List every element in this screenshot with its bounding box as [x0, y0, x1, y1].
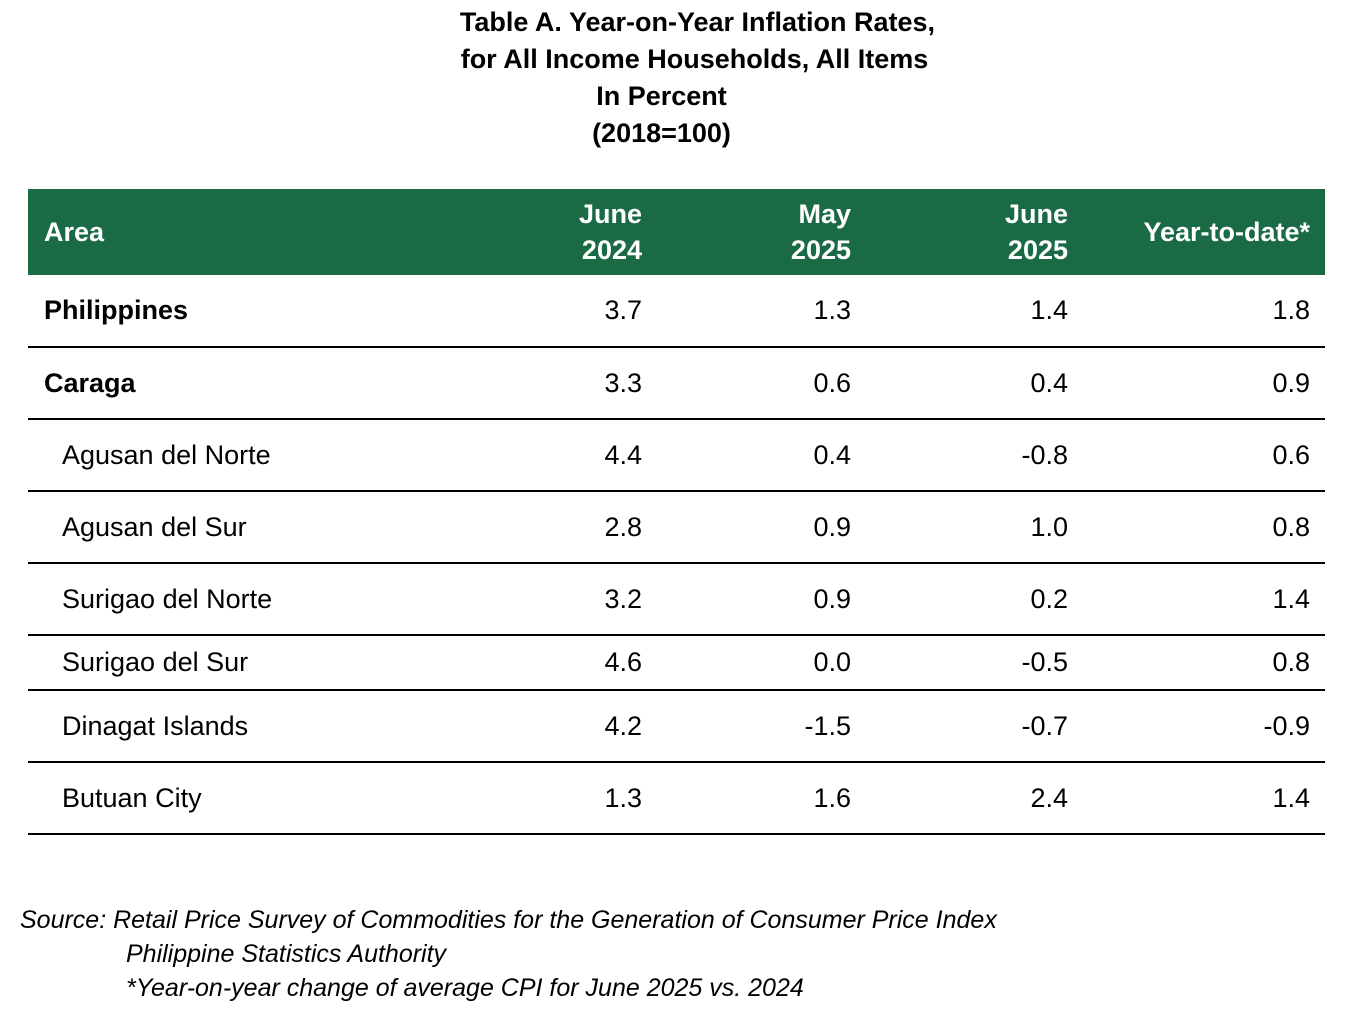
cell-june-2025: -0.7: [851, 690, 1068, 763]
cell-june-2025: 2.4: [851, 762, 1068, 835]
row-area: Caraga: [28, 347, 388, 420]
cell-may-2025: 0.9: [642, 491, 851, 564]
cell-may-2025: 0.9: [642, 563, 851, 636]
cell-june-2025: 0.4: [851, 347, 1068, 420]
cell-year-to-date: 1.4: [1068, 563, 1325, 636]
row-area: Agusan del Sur: [28, 491, 388, 564]
cell-may-2025: -1.5: [642, 690, 851, 763]
cell-may-2025: 1.6: [642, 762, 851, 835]
cell-june-2024: 3.3: [388, 347, 642, 420]
header-june-2024: June 2024: [388, 189, 642, 275]
cell-june-2025: -0.8: [851, 419, 1068, 492]
table-row: Caraga 3.3 0.6 0.4 0.9: [28, 347, 1325, 420]
header-may-2025: May 2025: [642, 189, 851, 275]
table-row: Dinagat Islands 4.2 -1.5 -0.7 -0.9: [28, 690, 1325, 763]
footnote-source: Source: Retail Price Survey of Commoditi…: [20, 906, 997, 934]
cell-june-2025: 1.4: [851, 275, 1068, 348]
cell-june-2024: 4.2: [388, 690, 642, 763]
title-line-3: In Percent: [596, 81, 727, 111]
table-row: Surigao del Norte 3.2 0.9 0.2 1.4: [28, 563, 1325, 636]
footnote-ytd-note: *Year-on-year change of average CPI for …: [126, 974, 804, 1002]
cell-june-2024: 4.4: [388, 419, 642, 492]
header-june-2024-line2: 2024: [581, 235, 642, 265]
table-row: Butuan City 1.3 1.6 2.4 1.4: [28, 762, 1325, 835]
header-year-to-date: Year-to-date*: [1143, 217, 1310, 247]
cell-may-2025: 0.0: [642, 635, 851, 691]
source-footnote: Source: Retail Price Survey of Commoditi…: [20, 903, 997, 1005]
header-june-2024-line1: June: [578, 199, 642, 229]
cell-year-to-date: 0.8: [1068, 491, 1325, 564]
row-area: Surigao del Sur: [28, 635, 388, 691]
row-area: Dinagat Islands: [28, 690, 388, 763]
table-row: Surigao del Sur 4.6 0.0 -0.5 0.8: [28, 635, 1325, 691]
cell-year-to-date: 1.8: [1068, 275, 1325, 348]
header-june-2025-line1: June: [1004, 199, 1068, 229]
table-header-row: Area June 2024 May 2025 June 2025 Year-t…: [28, 189, 1325, 275]
inflation-table: Area June 2024 May 2025 June 2025 Year-t…: [28, 189, 1325, 835]
title-line-1: Table A. Year-on-Year Inflation Rates,: [459, 7, 936, 37]
cell-june-2025: 1.0: [851, 491, 1068, 564]
cell-may-2025: 1.3: [642, 275, 851, 348]
cell-june-2024: 3.2: [388, 563, 642, 636]
cell-year-to-date: 0.8: [1068, 635, 1325, 691]
cell-june-2024: 3.7: [388, 275, 642, 348]
header-area: Area: [44, 217, 105, 247]
cell-may-2025: 0.4: [642, 419, 851, 492]
header-june-2025: June 2025: [851, 189, 1068, 275]
footnote-agency: Philippine Statistics Authority: [126, 940, 447, 968]
header-june-2025-line2: 2025: [1007, 235, 1068, 265]
table-row: Agusan del Sur 2.8 0.9 1.0 0.8: [28, 491, 1325, 564]
cell-may-2025: 0.6: [642, 347, 851, 420]
row-area: Philippines: [28, 275, 388, 348]
cell-june-2025: 0.2: [851, 563, 1068, 636]
row-area: Agusan del Norte: [28, 419, 388, 492]
cell-year-to-date: 0.6: [1068, 419, 1325, 492]
cell-year-to-date: -0.9: [1068, 690, 1325, 763]
cell-june-2024: 1.3: [388, 762, 642, 835]
cell-june-2025: -0.5: [851, 635, 1068, 691]
header-may-2025-line2: 2025: [790, 235, 851, 265]
table-row: Philippines 3.7 1.3 1.4 1.8: [28, 275, 1325, 348]
row-area: Surigao del Norte: [28, 563, 388, 636]
title-line-2: for All Income Households, All Items: [460, 44, 929, 74]
table-row: Agusan del Norte 4.4 0.4 -0.8 0.6: [28, 419, 1325, 492]
table-title: Table A. Year-on-Year Inflation Rates, f…: [0, 4, 1355, 152]
cell-june-2024: 4.6: [388, 635, 642, 691]
title-line-4: (2018=100): [592, 118, 731, 148]
cell-year-to-date: 1.4: [1068, 762, 1325, 835]
cell-june-2024: 2.8: [388, 491, 642, 564]
row-area: Butuan City: [28, 762, 388, 835]
header-may-2025-line1: May: [798, 199, 851, 229]
cell-year-to-date: 0.9: [1068, 347, 1325, 420]
